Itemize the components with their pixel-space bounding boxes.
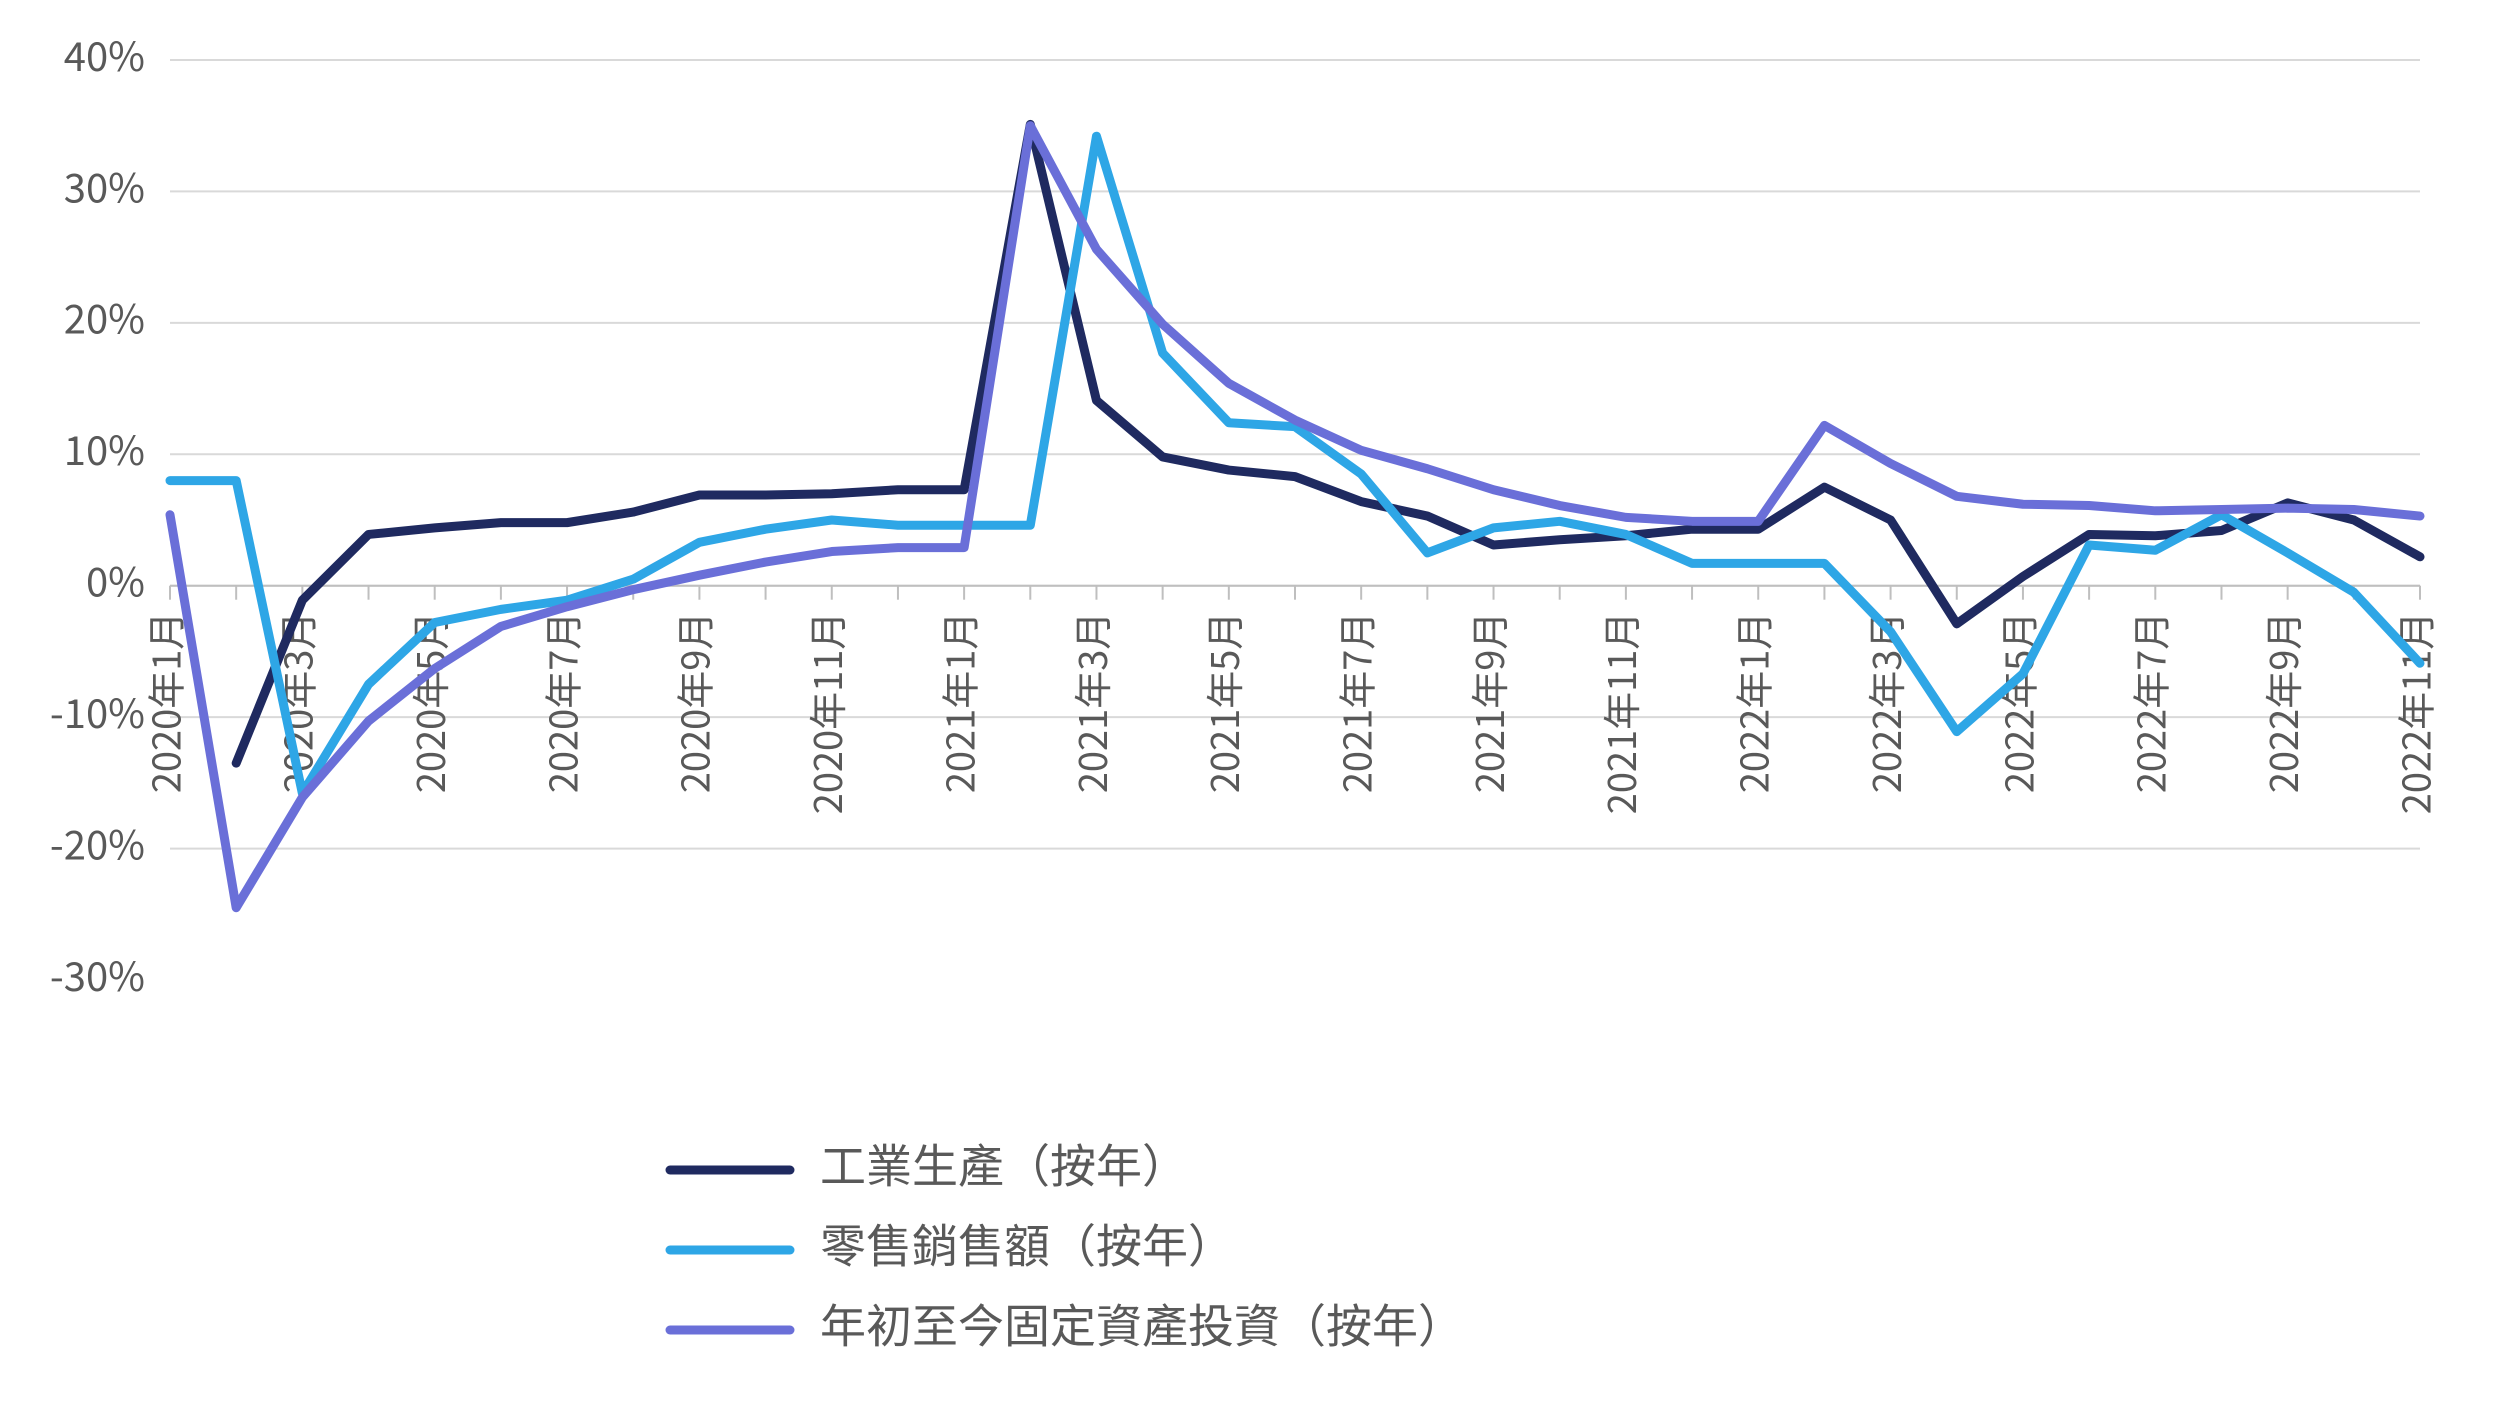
y-tick-label: 30%: [64, 156, 145, 214]
x-tick-label: 2020年9月: [666, 612, 721, 793]
x-tick-label: 2021年9月: [1460, 612, 1515, 793]
x-tick-label: 2020年5月: [401, 612, 456, 793]
chart-container: -30%-20%-10%0%10%20%30%40%2020年1月2020年3月…: [0, 0, 2496, 1404]
y-tick-label: -20%: [50, 813, 145, 871]
y-tick-label: 0%: [86, 551, 145, 609]
y-tick-label: -30%: [50, 945, 145, 1003]
x-tick-label: 2021年3月: [1063, 612, 1118, 793]
y-tick-label: 20%: [64, 288, 145, 346]
x-tick-label: 2021年7月: [1327, 612, 1382, 793]
x-tick-label: 2022年3月: [1857, 612, 1912, 793]
legend-label: 年初至今固定資產投資（按年）: [820, 1290, 1464, 1356]
x-tick-label: 2022年9月: [2254, 612, 2309, 793]
y-tick-label: 10%: [64, 419, 145, 477]
x-tick-label: 2020年11月: [798, 612, 853, 815]
x-tick-label: 2022年7月: [2122, 612, 2177, 793]
legend-label: 工業生產（按年）: [820, 1130, 1188, 1196]
y-tick-label: 40%: [64, 25, 145, 83]
x-tick-label: 2021年1月: [930, 612, 985, 793]
x-tick-label: 2021年11月: [1592, 612, 1647, 815]
line-chart: -30%-20%-10%0%10%20%30%40%2020年1月2020年3月…: [0, 0, 2496, 1404]
legend-label: 零售銷售額（按年）: [820, 1210, 1234, 1276]
x-tick-label: 2022年1月: [1725, 612, 1780, 793]
x-tick-label: 2020年1月: [136, 612, 191, 793]
x-tick-label: 2020年7月: [533, 612, 588, 793]
x-tick-label: 2021年5月: [1195, 612, 1250, 793]
y-tick-label: -10%: [50, 682, 145, 740]
